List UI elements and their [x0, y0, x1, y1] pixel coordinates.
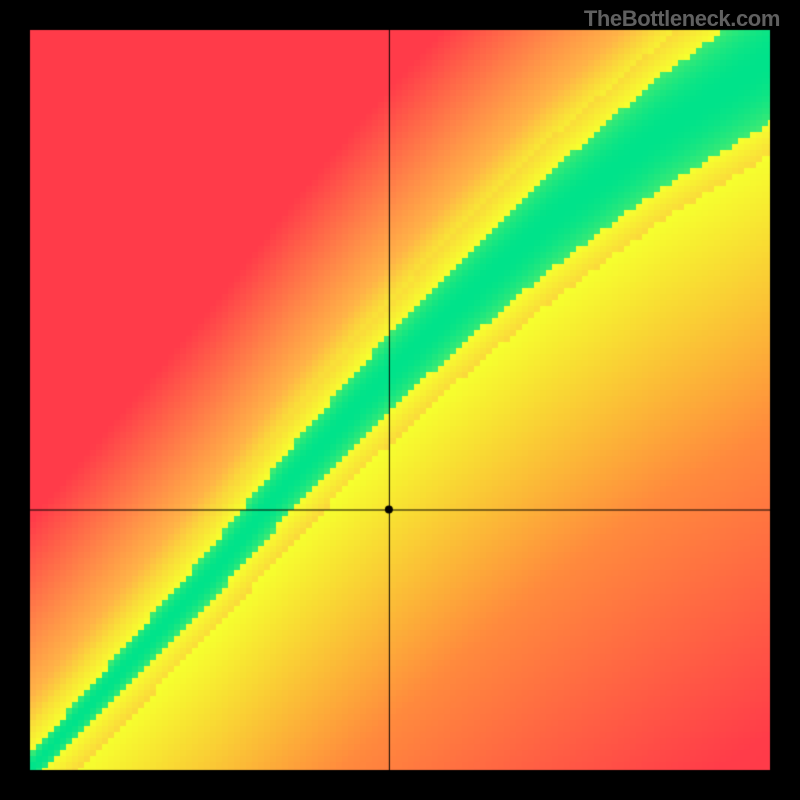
watermark: TheBottleneck.com: [584, 6, 780, 32]
heatmap-canvas: [0, 0, 800, 800]
